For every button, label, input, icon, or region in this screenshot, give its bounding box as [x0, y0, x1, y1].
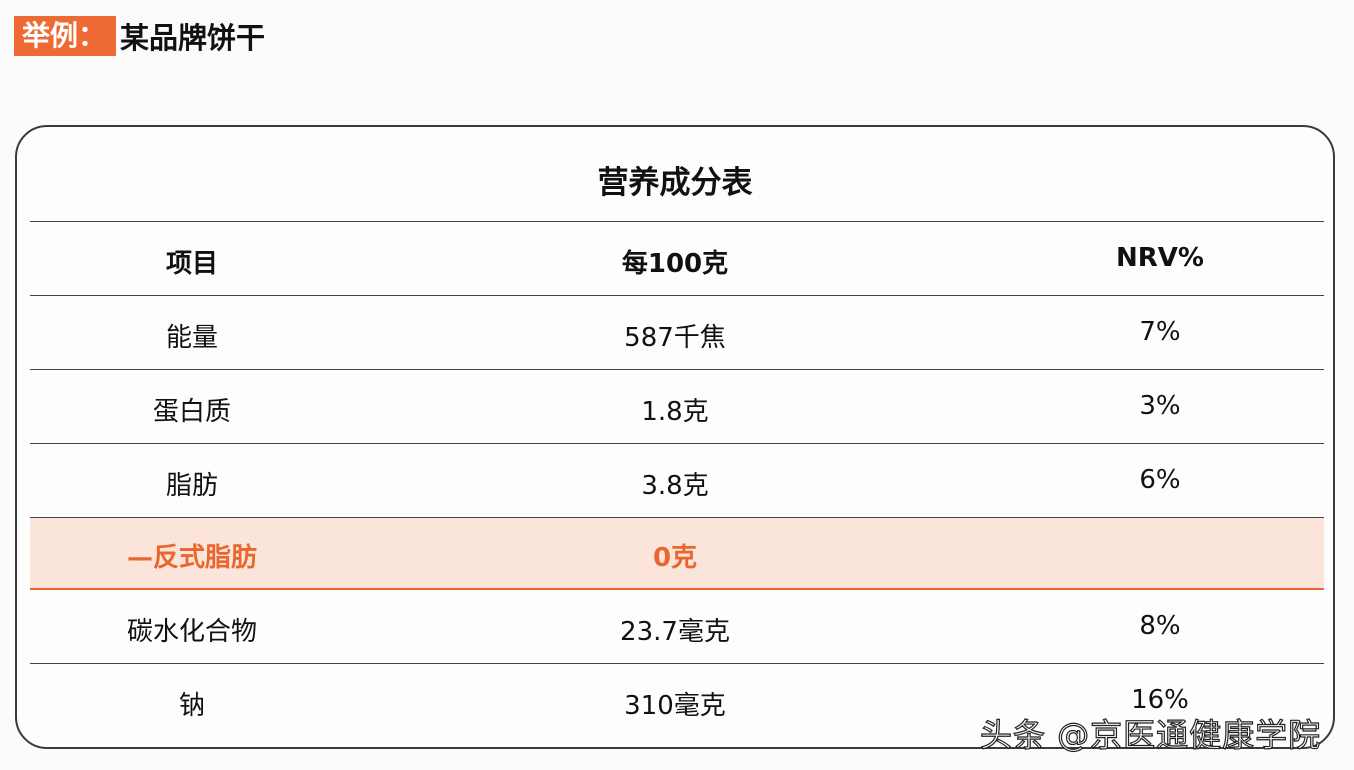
cell-nrv: 16%	[1131, 684, 1189, 715]
table-row: 能量 587千焦 7%	[30, 295, 1324, 369]
header-nrv: NRV%	[1116, 242, 1204, 273]
example-heading: 举例： 某品牌饼干	[14, 16, 265, 56]
header-item: 项目	[165, 248, 219, 279]
cell-per100g: 0克	[652, 543, 698, 573]
cell-nrv: 8%	[1139, 610, 1181, 641]
cell-per100g: 3.8克	[641, 470, 709, 501]
product-name: 某品牌饼干	[120, 21, 266, 55]
cell-item: 能量	[165, 322, 219, 353]
table-row: —反式脂肪 0克	[30, 517, 1324, 590]
header-per100g: 每100克	[621, 248, 729, 279]
cell-item: —反式脂肪	[126, 543, 258, 573]
cell-item: 碳水化合物	[126, 616, 258, 647]
cell-per100g: 587千焦	[624, 322, 726, 353]
table-row: 蛋白质 1.8克 3%	[30, 369, 1324, 443]
cell-nrv: 7%	[1139, 316, 1181, 347]
cell-item: 脂肪	[165, 470, 219, 501]
nutrition-table-card: 营养成分表 项目 每100克 NRV% 能量 587千焦 7% 蛋白质 1.8克 3% 脂肪…	[15, 125, 1335, 749]
cell-per100g: 1.8克	[641, 396, 709, 427]
cell-nrv: 3%	[1139, 390, 1181, 421]
nutrition-table: 项目 每100克 NRV% 能量 587千焦 7% 蛋白质 1.8克 3% 脂肪 3.8克 6%…	[30, 221, 1324, 737]
cell-per100g: 23.7毫克	[620, 616, 730, 647]
cell-per100g: 310毫克	[624, 690, 726, 721]
table-row: 钠 310毫克 16%	[30, 663, 1324, 737]
watermark: 头条 @京医通健康学院	[979, 715, 1322, 754]
table-row: 脂肪 3.8克 6%	[30, 443, 1324, 517]
cell-item: 蛋白质	[152, 396, 232, 427]
table-title: 营养成分表	[597, 165, 753, 201]
cell-nrv: 6%	[1139, 464, 1181, 495]
example-tag: 举例：	[14, 16, 117, 56]
cell-item: 钠	[178, 690, 206, 721]
table-row: 碳水化合物 23.7毫克 8%	[30, 590, 1324, 663]
table-header-row: 项目 每100克 NRV%	[30, 221, 1324, 295]
